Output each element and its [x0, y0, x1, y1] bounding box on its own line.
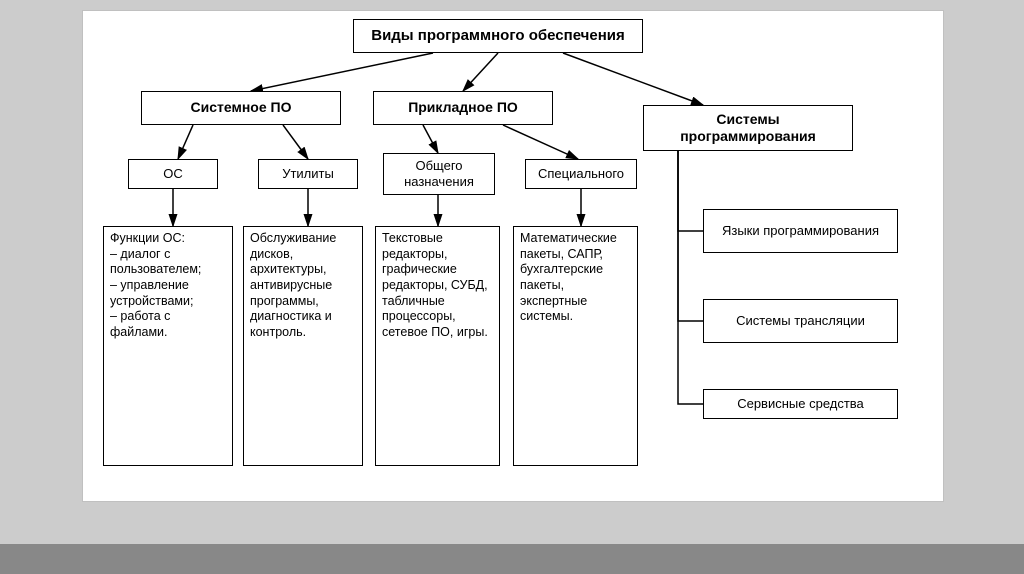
edge — [503, 125, 578, 159]
node-prog: Системы программирования — [643, 105, 853, 151]
node-lang: Языки программирования — [703, 209, 898, 253]
elbow-edge — [678, 151, 703, 404]
elbow-edge — [678, 151, 703, 321]
node-label: Системное ПО — [191, 99, 292, 117]
node-gen_f: Текстовые редакторы, графические редакто… — [375, 226, 500, 466]
node-label: Текстовые редакторы, графические редакто… — [382, 231, 493, 340]
edge — [563, 53, 703, 105]
footer-bar — [0, 544, 1024, 574]
node-root: Виды программного обеспечения — [353, 19, 643, 53]
node-label: Языки программирования — [722, 223, 879, 239]
node-app: Прикладное ПО — [373, 91, 553, 125]
node-os_f: Функции ОС: – диалог с пользователем; – … — [103, 226, 233, 466]
node-util_f: Обслуживание дисков, архитектуры, антиви… — [243, 226, 363, 466]
node-label: Математические пакеты, САПР, бухгалтерск… — [520, 231, 631, 325]
node-label: Виды программного обеспечения — [371, 27, 625, 46]
diagram-canvas: Виды программного обеспечения Системное П… — [82, 10, 944, 502]
node-label: ОС — [163, 166, 183, 182]
node-label: Общего назначения — [390, 158, 488, 191]
node-label: Системы трансляции — [736, 313, 865, 329]
node-spec_f: Математические пакеты, САПР, бухгалтерск… — [513, 226, 638, 466]
node-label: Сервисные средства — [737, 396, 864, 412]
node-tran: Системы трансляции — [703, 299, 898, 343]
node-label: Обслуживание дисков, архитектуры, антиви… — [250, 231, 356, 340]
node-gen: Общего назначения — [383, 153, 495, 195]
node-os: ОС — [128, 159, 218, 189]
node-label: Специального — [538, 166, 624, 182]
edge — [463, 53, 498, 91]
node-label: Прикладное ПО — [408, 99, 518, 117]
node-serv: Сервисные средства — [703, 389, 898, 419]
node-util: Утилиты — [258, 159, 358, 189]
elbow-edge — [678, 151, 703, 231]
edge — [178, 125, 193, 159]
node-spec: Специального — [525, 159, 637, 189]
edge — [283, 125, 308, 159]
node-label: Утилиты — [282, 166, 334, 182]
node-label: Системы программирования — [650, 111, 846, 146]
node-sys: Системное ПО — [141, 91, 341, 125]
node-label: Функции ОС: – диалог с пользователем; – … — [110, 231, 226, 340]
edge — [423, 125, 438, 153]
edge — [251, 53, 433, 91]
